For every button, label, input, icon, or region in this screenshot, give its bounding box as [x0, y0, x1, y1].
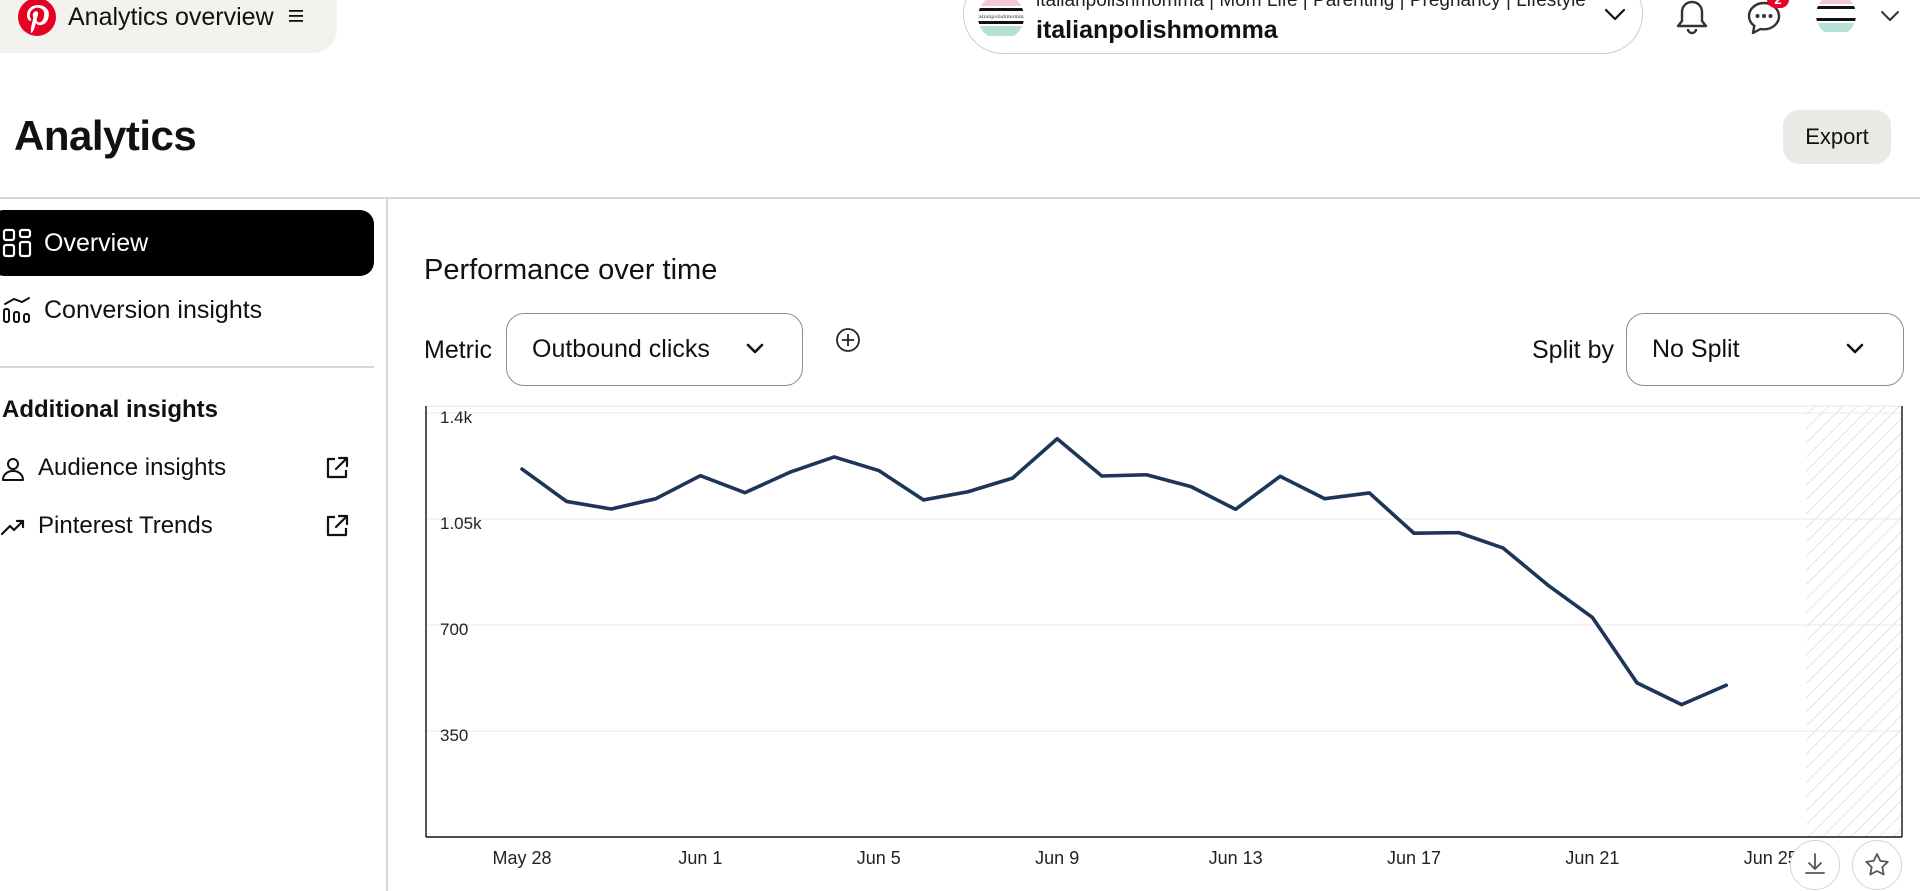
download-button[interactable]: [1790, 840, 1840, 890]
bar-trend-icon: [3, 297, 30, 323]
sidebar-item-label: Conversion insights: [44, 295, 263, 324]
y-tick-label: 1.05k: [440, 514, 482, 533]
data-point: [1680, 703, 1684, 707]
bell-icon[interactable]: [1672, 0, 1712, 38]
sidebar-item-pinterest-trends[interactable]: Pinterest Trends: [0, 510, 360, 544]
data-point: [1724, 683, 1728, 687]
data-point: [1189, 485, 1193, 489]
y-tick-label: 350: [440, 726, 468, 745]
x-tick-label: Jun 5: [857, 848, 901, 868]
export-button[interactable]: Export: [1783, 110, 1891, 164]
chevron-down-icon[interactable]: [1604, 8, 1626, 22]
external-link-icon[interactable]: [324, 455, 350, 481]
sidebar-divider: [0, 366, 374, 368]
section-heading: Performance over time: [424, 254, 718, 286]
sidebar-item-overview[interactable]: Overview: [0, 210, 374, 276]
data-point: [1457, 531, 1461, 535]
x-tick-label: Jun 9: [1035, 848, 1079, 868]
user-avatar[interactable]: [1816, 0, 1856, 36]
account-avatar: italianpolishmomma: [978, 0, 1024, 40]
analytics-overview-menu[interactable]: [0, 0, 337, 53]
data-point: [832, 455, 836, 459]
series-line: [520, 436, 1728, 707]
data-point: [788, 470, 792, 474]
x-tick-label: Jun 17: [1387, 848, 1441, 868]
header-divider: [0, 197, 1920, 199]
data-point: [654, 497, 658, 501]
data-point: [1100, 474, 1104, 478]
split-by-dropdown-value: No Split: [1652, 335, 1740, 363]
pinterest-logo[interactable]: [18, 0, 56, 36]
account-switcher[interactable]: [963, 0, 1643, 54]
x-tick-label: Jun 1: [678, 848, 722, 868]
chat-icon[interactable]: [1744, 0, 1784, 38]
data-point: [1011, 476, 1015, 480]
additional-insights-title: Additional insights: [2, 396, 218, 423]
sidebar-divider: [386, 198, 388, 891]
data-point: [1055, 437, 1059, 441]
data-point: [877, 469, 881, 473]
metric-dropdown-value: Outbound clicks: [532, 335, 710, 363]
external-link-icon[interactable]: [324, 513, 350, 539]
account-name: italianpolishmomma: [1036, 16, 1278, 44]
data-point: [565, 499, 569, 503]
data-point: [1367, 491, 1371, 495]
favorite-button[interactable]: [1852, 840, 1902, 890]
sidebar-item-audience-insights[interactable]: Audience insights: [0, 452, 360, 486]
x-tick-label: Jun 25: [1744, 848, 1798, 868]
star-icon: [1865, 853, 1889, 876]
sidebar-item-label: Audience insights: [38, 454, 227, 481]
trend-up-icon: [0, 519, 25, 536]
hamburger-menu-icon[interactable]: [288, 6, 306, 26]
data-point: [1635, 681, 1639, 685]
data-point: [698, 474, 702, 478]
split-by-dropdown[interactable]: No Split: [1626, 313, 1904, 386]
app-title[interactable]: Analytics overview: [68, 3, 274, 31]
person-icon: [2, 458, 24, 481]
data-point: [1278, 474, 1282, 478]
x-tick-label: Jun 21: [1565, 848, 1619, 868]
chevron-down-icon: [746, 343, 764, 354]
data-point: [1546, 583, 1550, 587]
data-point: [1323, 497, 1327, 501]
messages-badge: 2: [1767, 0, 1789, 8]
chevron-down-icon[interactable]: [1880, 9, 1900, 23]
data-point: [1590, 615, 1594, 619]
page-title: Analytics: [14, 112, 197, 159]
metric-dropdown[interactable]: Outbound clicks: [506, 313, 803, 386]
chevron-down-icon: [1846, 343, 1864, 354]
data-point: [609, 507, 613, 511]
svg-text:italianpolishmomma: italianpolishmomma: [978, 14, 1024, 20]
y-tick-label: 700: [440, 620, 468, 639]
metric-label: Metric: [424, 336, 493, 364]
account-subtitle: italianpolishmomma | Mom Life | Parentin…: [1036, 0, 1586, 11]
data-point: [743, 491, 747, 495]
data-point: [1412, 531, 1416, 535]
sidebar-item-label: Pinterest Trends: [38, 512, 213, 539]
sidebar-item-conversion-insights[interactable]: Conversion insights: [0, 277, 374, 343]
future-hatched-region: [1806, 406, 1902, 837]
data-point: [921, 498, 925, 502]
data-point: [966, 490, 970, 494]
data-point: [1144, 473, 1148, 477]
download-icon: [1805, 853, 1825, 874]
y-tick-label: 1.4k: [440, 408, 473, 427]
split-by-label: Split by: [1532, 336, 1614, 364]
data-point: [1234, 507, 1238, 511]
data-point: [520, 467, 524, 471]
data-point: [1501, 546, 1505, 550]
sidebar-item-label: Overview: [44, 228, 149, 257]
grid-icon: [2, 228, 32, 258]
x-tick-label: May 28: [492, 848, 551, 868]
x-tick-label: Jun 13: [1209, 848, 1263, 868]
plus-circle-icon[interactable]: [835, 327, 861, 353]
